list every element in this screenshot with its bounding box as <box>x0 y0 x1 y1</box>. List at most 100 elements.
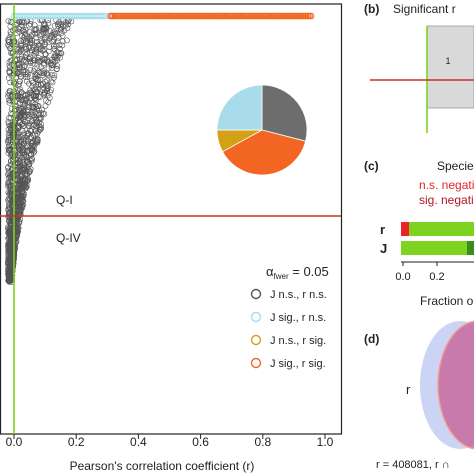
data-point <box>25 177 32 183</box>
data-point <box>30 86 37 93</box>
data-point <box>14 170 21 177</box>
data-point <box>58 50 65 57</box>
legend-label-1: J n.s., r n.s. <box>270 289 327 301</box>
data-point <box>23 152 30 159</box>
data-point <box>51 72 58 79</box>
data-point <box>55 34 62 41</box>
data-point <box>41 70 48 77</box>
data-point <box>22 98 29 104</box>
panel-c-tag: (c) <box>364 159 379 173</box>
legend-label-3: J n.s., r sig. <box>270 335 326 347</box>
data-point <box>50 74 57 81</box>
venn-circle-j <box>438 321 474 449</box>
x-tick-label: 1.0 <box>317 435 334 449</box>
data-point <box>39 80 46 87</box>
data-point <box>48 65 55 71</box>
pie-slice-1 <box>261 84 308 142</box>
data-point <box>28 128 35 135</box>
data-point <box>21 112 28 118</box>
data-point <box>48 61 55 68</box>
data-point <box>6 203 12 210</box>
panel-c: (c) Species n.s. negati sig. negati r J … <box>364 159 474 308</box>
data-point <box>10 218 16 224</box>
data-point <box>7 262 14 269</box>
data-point <box>5 90 12 96</box>
venn-caption: r = 408081, r ∩ <box>376 459 450 471</box>
x-tick-label: 0.0 <box>6 435 23 449</box>
legend-marker-3 <box>250 334 262 346</box>
data-point <box>7 269 14 276</box>
data-point <box>38 31 45 37</box>
data-point <box>41 61 47 68</box>
legend-label-4: J sig., r sig. <box>270 358 326 370</box>
data-point <box>16 180 23 187</box>
data-point <box>21 141 28 147</box>
data-point <box>24 165 31 172</box>
data-point <box>14 93 21 99</box>
data-point <box>58 26 64 33</box>
data-point <box>5 266 12 273</box>
data-point <box>28 143 35 149</box>
legend-marker-2 <box>250 311 262 323</box>
data-point <box>6 228 13 235</box>
data-point <box>49 38 55 45</box>
data-point <box>14 115 21 122</box>
x-tick-label: 0.4 <box>130 435 147 449</box>
data-point <box>18 42 25 49</box>
data-point <box>27 37 34 44</box>
top-band <box>10 12 315 20</box>
data-point <box>27 166 34 173</box>
data-point <box>18 40 25 47</box>
data-point <box>33 44 40 51</box>
x-tick-label: 0.8 <box>254 435 271 449</box>
data-point <box>30 56 37 63</box>
data-point <box>32 86 39 93</box>
data-point <box>15 61 22 68</box>
data-point <box>18 199 25 206</box>
data-point <box>41 30 48 37</box>
data-point <box>24 91 31 97</box>
data-point <box>28 150 35 157</box>
data-point <box>21 34 27 41</box>
data-point <box>10 261 16 268</box>
data-point <box>48 87 54 93</box>
data-point <box>42 102 49 109</box>
data-point <box>29 103 36 110</box>
bar-label-r: r <box>380 222 385 237</box>
data-point <box>57 21 63 28</box>
venn-label-r: r <box>406 382 411 397</box>
data-point <box>16 45 23 52</box>
panel-d-tag: (d) <box>364 332 379 346</box>
data-point <box>24 71 31 78</box>
data-point <box>15 224 22 231</box>
data-point <box>6 62 13 69</box>
data-point <box>19 189 26 195</box>
data-point <box>31 42 38 49</box>
data-point <box>44 77 51 84</box>
data-point <box>19 105 26 112</box>
data-point <box>9 185 16 192</box>
data-point <box>26 156 33 163</box>
data-point <box>40 110 46 117</box>
data-point <box>16 189 22 196</box>
data-point <box>17 19 23 26</box>
data-point <box>41 92 48 98</box>
data-point <box>7 97 14 104</box>
data-point <box>32 128 39 134</box>
data-point <box>36 119 43 126</box>
data-point <box>49 79 56 86</box>
data-point <box>6 34 13 41</box>
data-point <box>24 177 31 184</box>
data-point <box>6 190 13 196</box>
data-point <box>31 68 37 75</box>
data-point <box>26 102 32 109</box>
panel-a: Q-I Q-IV αfwer = 0.05 J n.s., r n.s. J si… <box>0 3 343 473</box>
panel-b-title: Significant r <box>393 2 456 16</box>
data-point <box>7 28 14 35</box>
data-point <box>9 232 16 239</box>
data-point <box>9 111 16 118</box>
x-tick-label: 0.6 <box>192 435 209 449</box>
data-point <box>38 57 45 64</box>
data-point <box>25 122 32 129</box>
